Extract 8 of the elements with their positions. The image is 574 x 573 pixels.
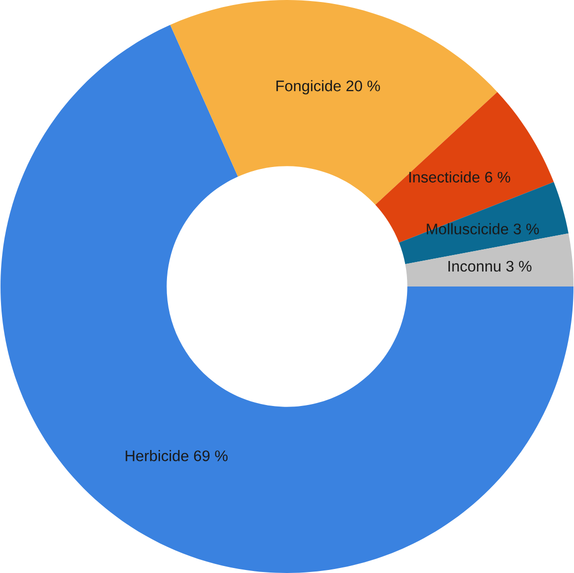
slice-label: Herbicide 69 % [126,450,228,462]
slice-label: Insecticide 6 % [409,171,510,183]
donut-slice [375,92,554,243]
slice-label: Fongicide 20 % [276,80,380,94]
donut-slice [170,0,498,205]
slice-label: Inconnu 3 % [448,260,532,272]
donut-slice [0,24,574,573]
donut-slice [405,233,574,286]
